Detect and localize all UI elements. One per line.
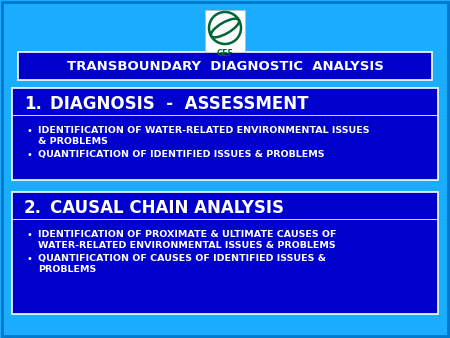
Text: •: • — [26, 149, 32, 160]
FancyBboxPatch shape — [12, 192, 438, 314]
Text: •: • — [26, 230, 32, 240]
Text: IDENTIFICATION OF PROXIMATE & ULTIMATE CAUSES OF
WATER-RELATED ENVIRONMENTAL ISS: IDENTIFICATION OF PROXIMATE & ULTIMATE C… — [38, 230, 337, 250]
Text: QUANTIFICATION OF CAUSES OF IDENTIFIED ISSUES &
PROBLEMS: QUANTIFICATION OF CAUSES OF IDENTIFIED I… — [38, 254, 326, 274]
Circle shape — [209, 12, 241, 44]
Text: GEF: GEF — [216, 49, 234, 58]
Text: TRANSBOUNDARY  DIAGNOSTIC  ANALYSIS: TRANSBOUNDARY DIAGNOSTIC ANALYSIS — [67, 59, 383, 72]
FancyBboxPatch shape — [18, 52, 432, 80]
Text: QUANTIFICATION OF IDENTIFIED ISSUES & PROBLEMS: QUANTIFICATION OF IDENTIFIED ISSUES & PR… — [38, 149, 324, 159]
FancyBboxPatch shape — [12, 88, 438, 180]
Text: •: • — [26, 254, 32, 264]
Text: DIAGNOSIS  -  ASSESSMENT: DIAGNOSIS - ASSESSMENT — [50, 95, 309, 113]
Text: 2.: 2. — [24, 199, 42, 217]
Text: 1.: 1. — [24, 95, 42, 113]
Text: IDENTIFICATION OF WATER-RELATED ENVIRONMENTAL ISSUES
& PROBLEMS: IDENTIFICATION OF WATER-RELATED ENVIRONM… — [38, 126, 369, 146]
FancyBboxPatch shape — [205, 10, 245, 52]
Text: CAUSAL CHAIN ANALYSIS: CAUSAL CHAIN ANALYSIS — [50, 199, 284, 217]
Text: •: • — [26, 126, 32, 136]
